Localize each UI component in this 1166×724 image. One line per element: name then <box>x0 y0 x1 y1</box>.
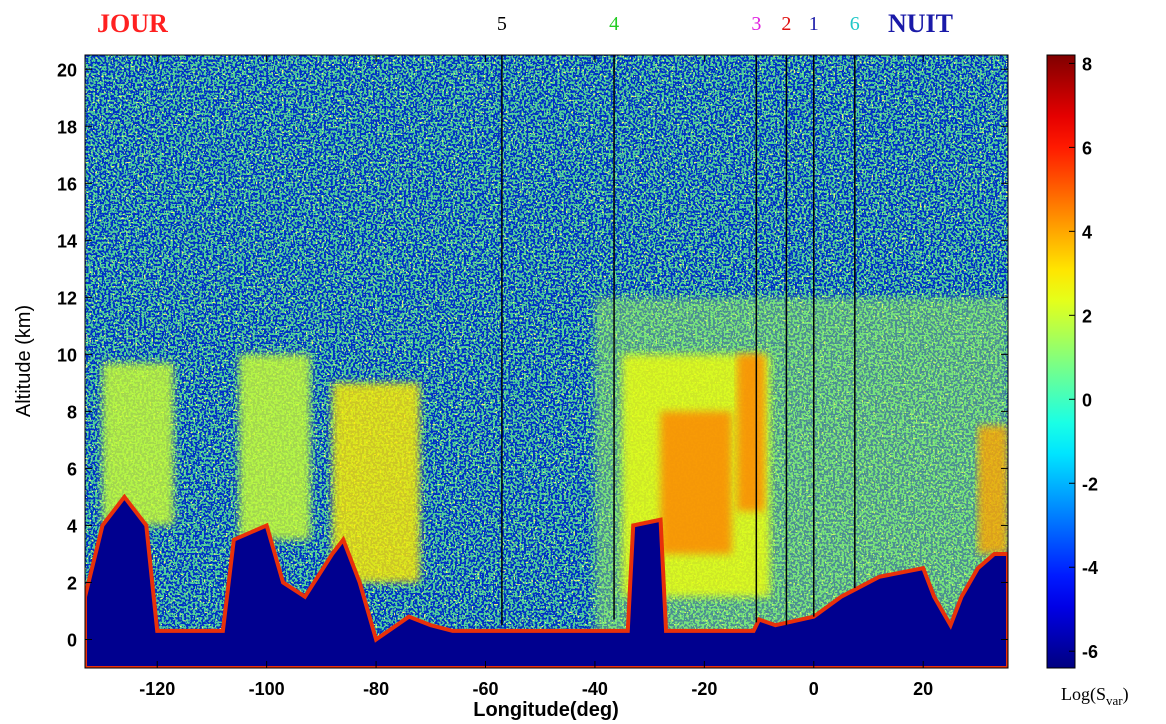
y-tick-label: 8 <box>67 402 77 422</box>
x-axis-label: Longitude(deg) <box>473 699 619 721</box>
colorbar-tick-label: 4 <box>1082 222 1092 242</box>
marker-label: 3 <box>751 13 761 35</box>
x-tick-label: -100 <box>249 679 285 699</box>
colorbar-tick-label: 8 <box>1082 54 1092 74</box>
x-tick-label: 0 <box>809 679 819 699</box>
plot-frame <box>84 54 1009 669</box>
cloud-region <box>737 354 765 512</box>
x-tick-label: -60 <box>472 679 498 699</box>
x-tick-label: -80 <box>363 679 389 699</box>
plot-area <box>85 55 1008 668</box>
colorbar-tick-label: -4 <box>1082 558 1098 578</box>
colorbar-tick-label: 6 <box>1082 138 1092 158</box>
colorbar <box>1046 54 1076 669</box>
cloud-region <box>102 362 174 526</box>
cloud-region <box>239 354 311 540</box>
cloud-region <box>660 411 732 554</box>
cloud-region <box>977 425 1008 554</box>
x-tick-label: -40 <box>582 679 608 699</box>
surface <box>85 493 1008 668</box>
colorbar-tick-label: 2 <box>1082 306 1092 326</box>
x-tick-label: -20 <box>691 679 717 699</box>
x-tick-label: -120 <box>139 679 175 699</box>
colorbar-label: Log(Svar) <box>1061 684 1129 708</box>
left-label: JOUR <box>97 9 168 38</box>
x-tick-label: 20 <box>913 679 933 699</box>
y-tick-label: 2 <box>67 573 77 593</box>
marker-label: 5 <box>497 13 507 35</box>
y-tick-label: 16 <box>57 174 77 194</box>
marker-label: 6 <box>850 13 860 35</box>
y-tick-label: 6 <box>67 459 77 479</box>
marker-label: 1 <box>809 13 819 35</box>
y-tick-label: 18 <box>57 117 77 137</box>
y-tick-label: 10 <box>57 345 77 365</box>
colorbar-tick-label: 0 <box>1082 390 1092 410</box>
right-label: NUIT <box>888 9 953 38</box>
y-tick-label: 20 <box>57 60 77 80</box>
y-tick-label: 14 <box>57 231 77 251</box>
marker-label: 4 <box>609 13 619 35</box>
marker-label: 2 <box>781 13 791 35</box>
y-tick-label: 12 <box>57 288 77 308</box>
colorbar-label-sub: var <box>1106 693 1123 708</box>
colorbar-tick-label: -6 <box>1082 642 1098 662</box>
y-tick-label: 4 <box>67 516 77 536</box>
y-axis-label: Altitude (km) <box>13 305 35 417</box>
colorbar-label-main: Log(S <box>1061 684 1106 705</box>
colorbar-tick-label: -2 <box>1082 474 1098 494</box>
colorbar-label-end: ) <box>1123 684 1129 705</box>
y-tick-label: 0 <box>67 630 77 650</box>
